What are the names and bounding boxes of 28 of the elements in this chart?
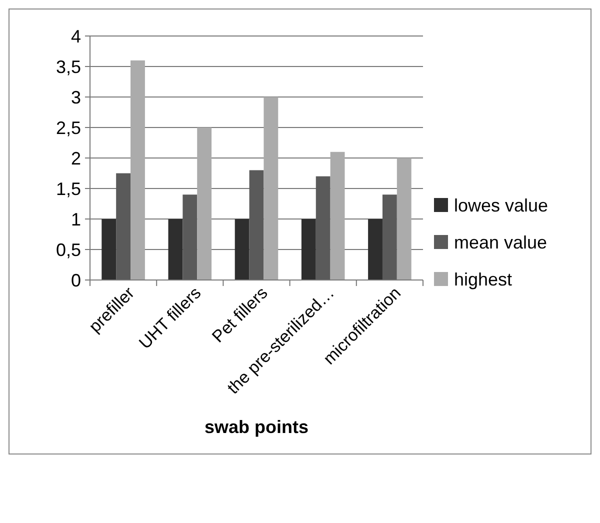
y-tick-label: 0,5 xyxy=(56,240,81,260)
bar xyxy=(368,219,382,280)
bar xyxy=(316,176,330,280)
bar xyxy=(182,194,198,280)
y-tick-label: 3,5 xyxy=(56,56,81,77)
x-axis-title: swab points xyxy=(204,417,309,437)
bar xyxy=(249,170,264,280)
bar xyxy=(168,219,183,280)
y-tick-label: 1,5 xyxy=(56,178,81,199)
bar xyxy=(396,158,412,280)
legend-label: mean value xyxy=(454,232,548,252)
y-tick-label: 1 xyxy=(70,209,81,230)
bar xyxy=(301,219,316,280)
bar xyxy=(234,219,250,280)
bar xyxy=(382,194,397,280)
bar xyxy=(130,60,145,280)
y-tick-label: 2 xyxy=(70,148,81,168)
bar xyxy=(116,173,131,280)
bar xyxy=(102,219,116,280)
legend-label: highest xyxy=(454,269,512,290)
y-tick-label: 2,5 xyxy=(56,118,81,138)
bar xyxy=(330,152,345,280)
bar xyxy=(264,97,278,280)
bar xyxy=(197,128,212,280)
y-tick-label: 3 xyxy=(70,87,81,108)
legend-label: lowes value xyxy=(454,195,548,216)
y-tick-label: 0 xyxy=(70,270,81,290)
y-tick-label: 4 xyxy=(70,26,81,46)
